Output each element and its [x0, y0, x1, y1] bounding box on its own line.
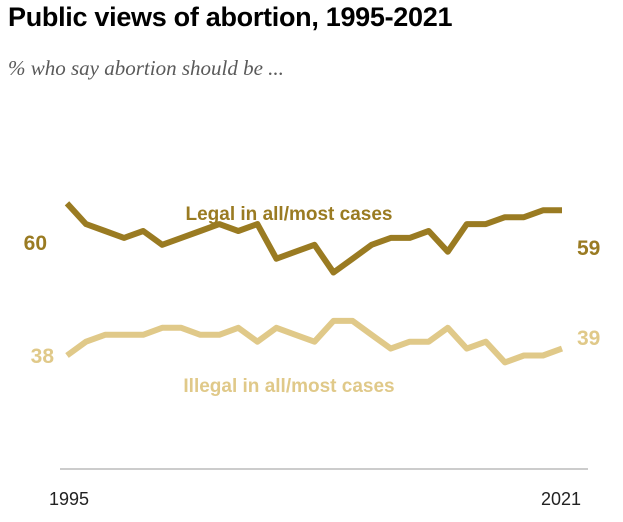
series-label-legal: Legal in all/most cases	[186, 204, 393, 225]
chart-subtitle: % who say abortion should be ...	[8, 56, 284, 80]
series-line-illegal	[65, 317, 564, 366]
series-line-legal	[64, 201, 562, 276]
legal-start-value-label: 60	[24, 232, 47, 255]
chart-title: Public views of abortion, 1995-2021	[8, 2, 453, 32]
legal-end-value-label: 59	[577, 237, 600, 260]
x-tick-label-end: 2021	[541, 489, 581, 509]
series-label-illegal: Illegal in all/most cases	[183, 376, 394, 397]
x-tick-label-start: 1995	[49, 489, 89, 509]
illegal-end-value-label: 39	[577, 327, 600, 350]
illegal-start-value-label: 38	[31, 345, 55, 368]
